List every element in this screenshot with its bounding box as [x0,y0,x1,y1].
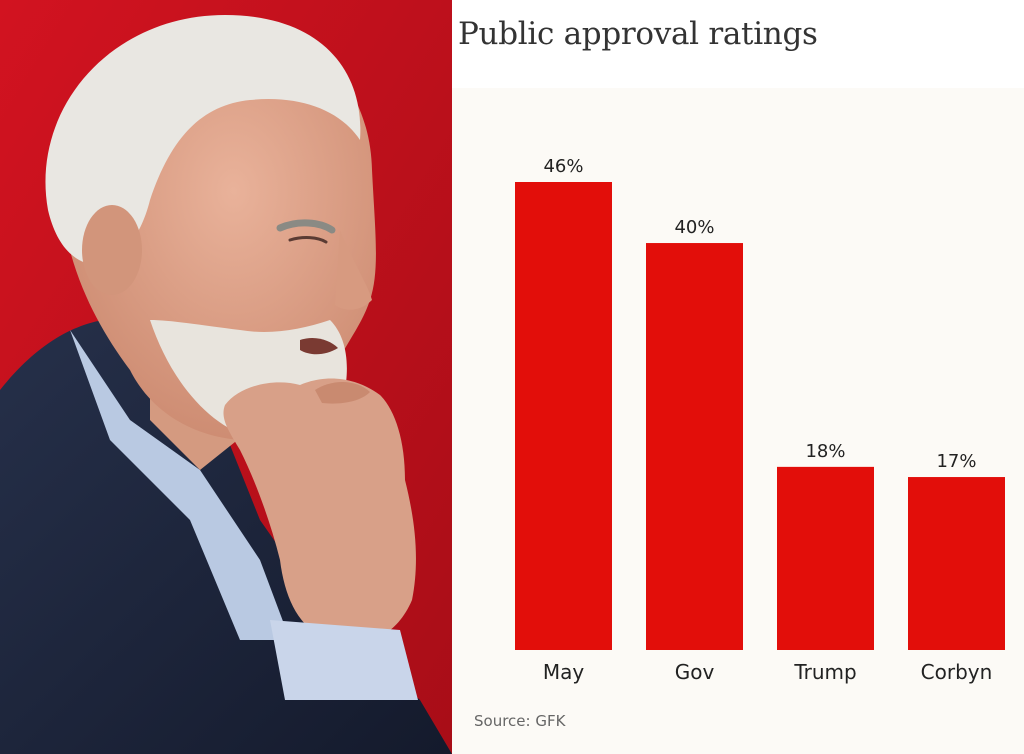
category-label: Gov [675,660,715,684]
bar-value-label: 46% [543,156,583,177]
bar-value-label: 17% [936,451,976,472]
category-label: Corbyn [921,660,993,684]
bar-value-label: 40% [674,217,714,238]
bar-chart: 46% May 40% Gov 18% Trump 17% Corbyn [515,156,1005,684]
bar-may [515,182,612,650]
chart-panel: Public approval ratings 46% May 40% Gov 18% T… [452,0,1024,754]
chart-source: Source: GFK [474,712,566,730]
bar-trump [777,466,874,650]
bar-value-label: 18% [805,441,845,462]
category-label: May [543,660,585,684]
chart-title: Public approval ratings [458,16,818,52]
photo-panel [0,0,452,754]
politician-photo [0,0,452,754]
bar-gov [646,243,743,651]
category-label: Trump [793,660,856,684]
bar-corbyn [908,477,1005,650]
